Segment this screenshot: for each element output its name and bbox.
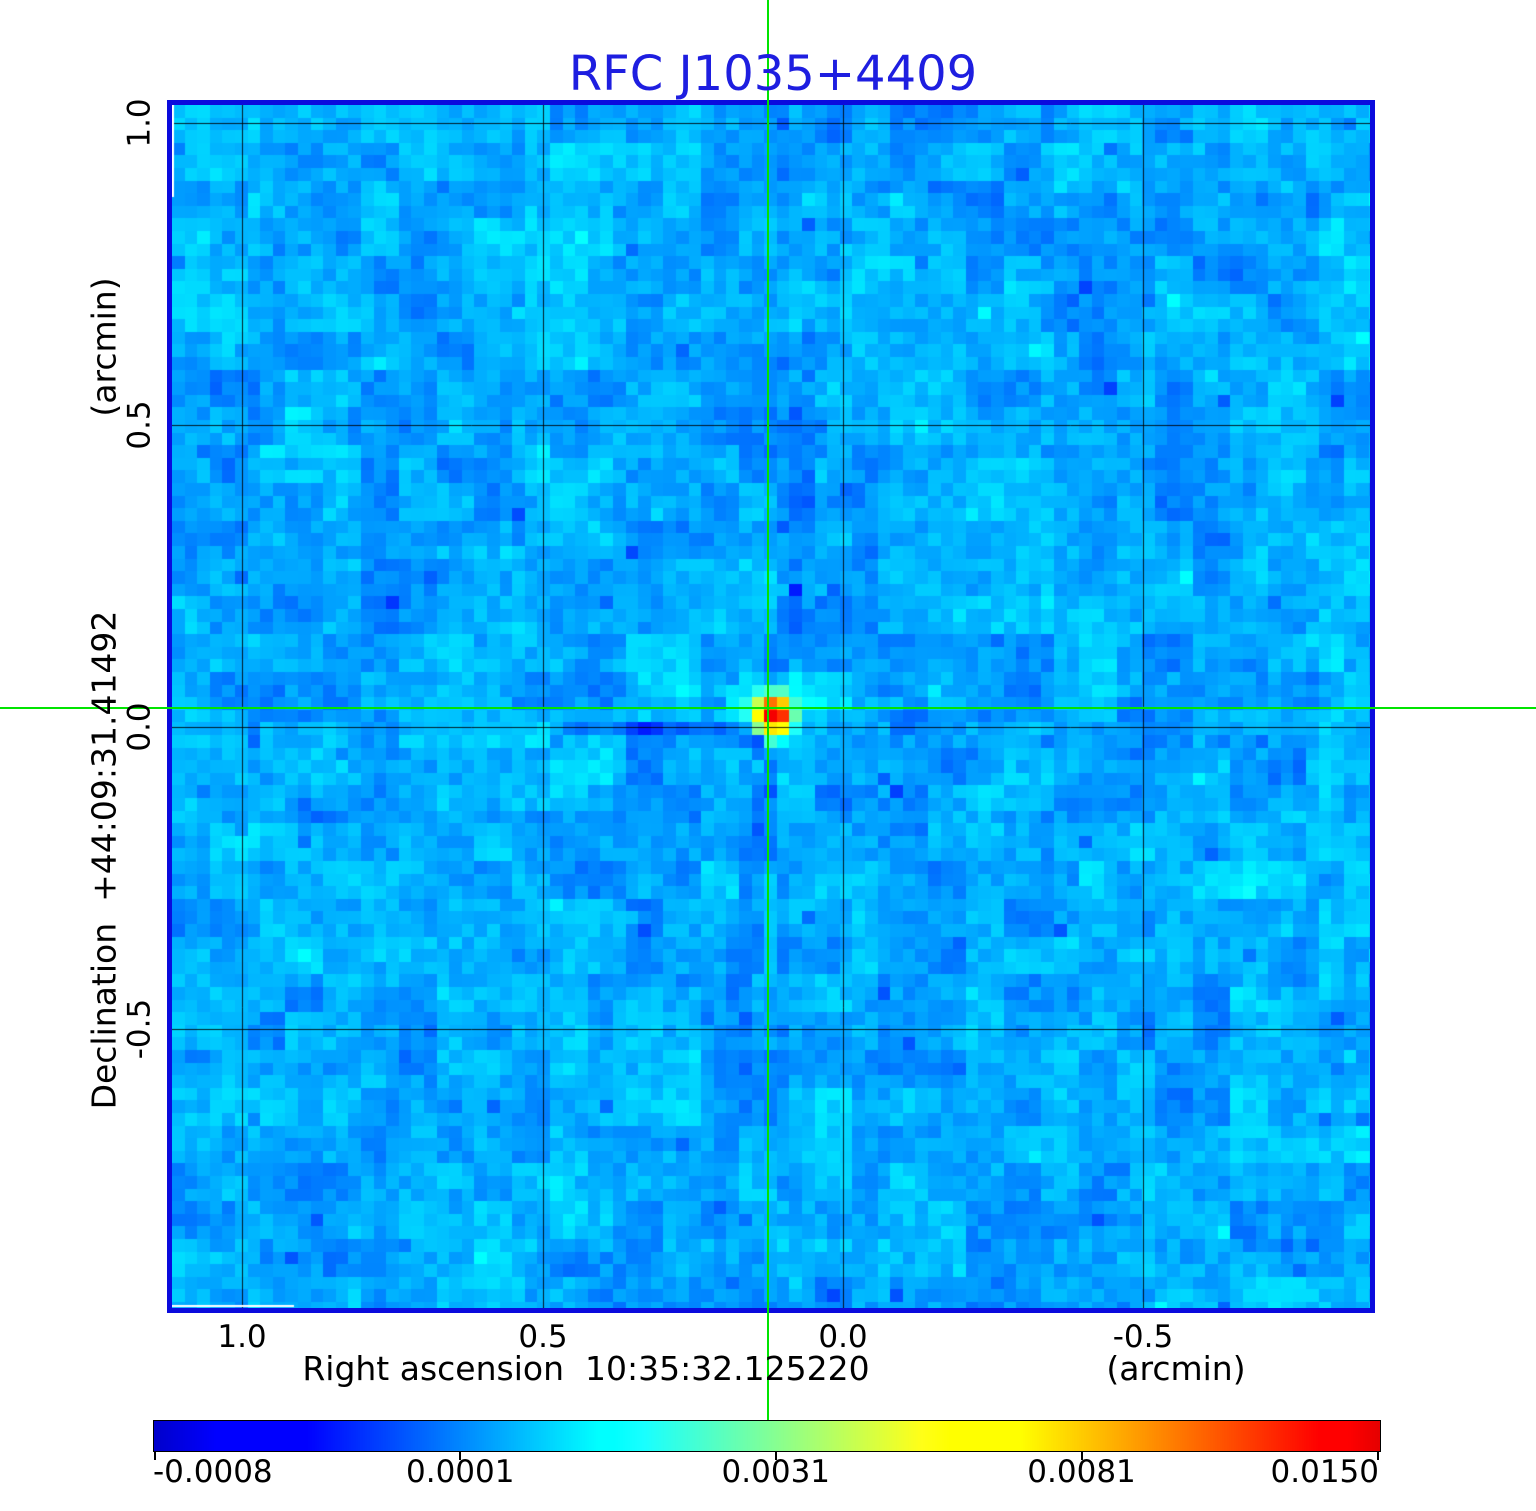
- y-tick-label: 0.5: [121, 400, 158, 450]
- sky-map-panel: [167, 100, 1375, 1313]
- y-axis-title: Declination +44:09:31.41492: [84, 610, 124, 1110]
- y-tick-label: -0.5: [121, 998, 158, 1060]
- colorbar-tick-label: 0.0001: [406, 1454, 515, 1490]
- colorbar-tick-mark: [774, 1452, 777, 1460]
- colorbar-tick-label: 0.0150: [1270, 1454, 1379, 1490]
- colorbar-tick-mark: [1376, 1452, 1379, 1460]
- y-tick-label: 0.0: [121, 702, 158, 752]
- x-tick-label: 0.0: [818, 1319, 868, 1355]
- colorbar-gradient: [154, 1421, 1380, 1451]
- crosshair-horizontal-line: [0, 707, 1536, 709]
- colorbar-tick-label: 0.0081: [1027, 1454, 1136, 1490]
- x-axis-unit-label: (arcmin): [1106, 1349, 1246, 1388]
- x-tick-label: -0.5: [1112, 1319, 1174, 1355]
- y-axis-unit-label: (arcmin): [84, 277, 124, 417]
- colorbar-tick-mark: [459, 1452, 462, 1460]
- colorbar-tick-label: 0.0031: [721, 1454, 831, 1490]
- x-tick-label: 1.0: [217, 1319, 267, 1355]
- page-title: RFC J1035+4409: [568, 46, 978, 102]
- crosshair-vertical-line: [767, 0, 769, 1420]
- colorbar-tick-mark: [1080, 1452, 1083, 1460]
- y-tick-label: 1.0: [121, 98, 158, 148]
- colorbar-tick-mark: [153, 1452, 156, 1460]
- colorbar: [153, 1420, 1381, 1452]
- sky-map-image: [172, 105, 1370, 1308]
- colorbar-tick-label: -0.0008: [153, 1454, 273, 1490]
- x-axis-title: Right ascension 10:35:32.125220: [302, 1349, 870, 1388]
- x-tick-label: 0.5: [518, 1319, 568, 1355]
